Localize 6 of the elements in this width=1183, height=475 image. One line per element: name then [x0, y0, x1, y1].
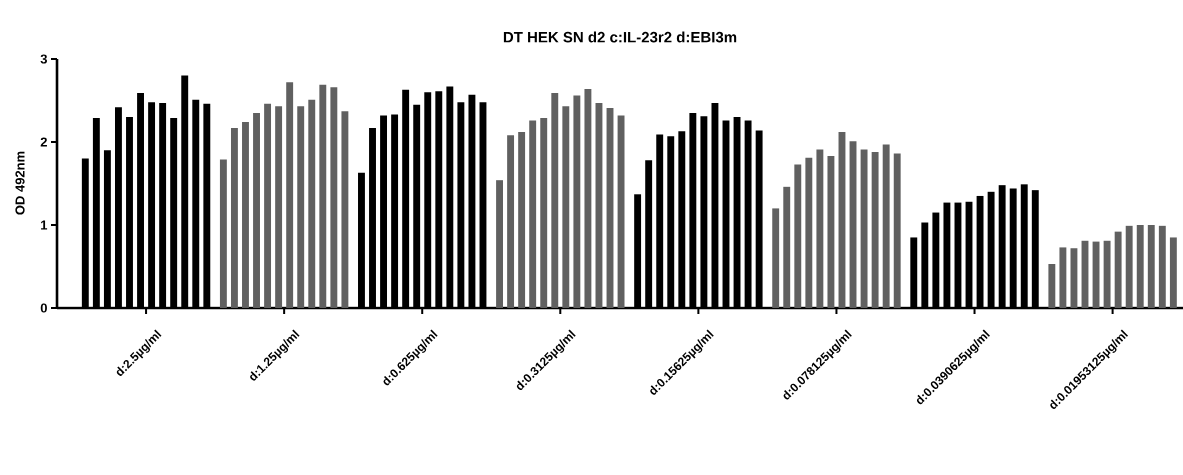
- y-tick-label: 0: [40, 303, 47, 313]
- y-tick-label: 1: [41, 220, 48, 230]
- y-tick-label: 3: [40, 54, 47, 64]
- y-axis-title: OD 492nm: [15, 151, 25, 215]
- y-tick-label: 2: [40, 137, 47, 147]
- chart-title: DT HEK SN d2 c:IL-23r2 d:EBI3m: [503, 31, 737, 43]
